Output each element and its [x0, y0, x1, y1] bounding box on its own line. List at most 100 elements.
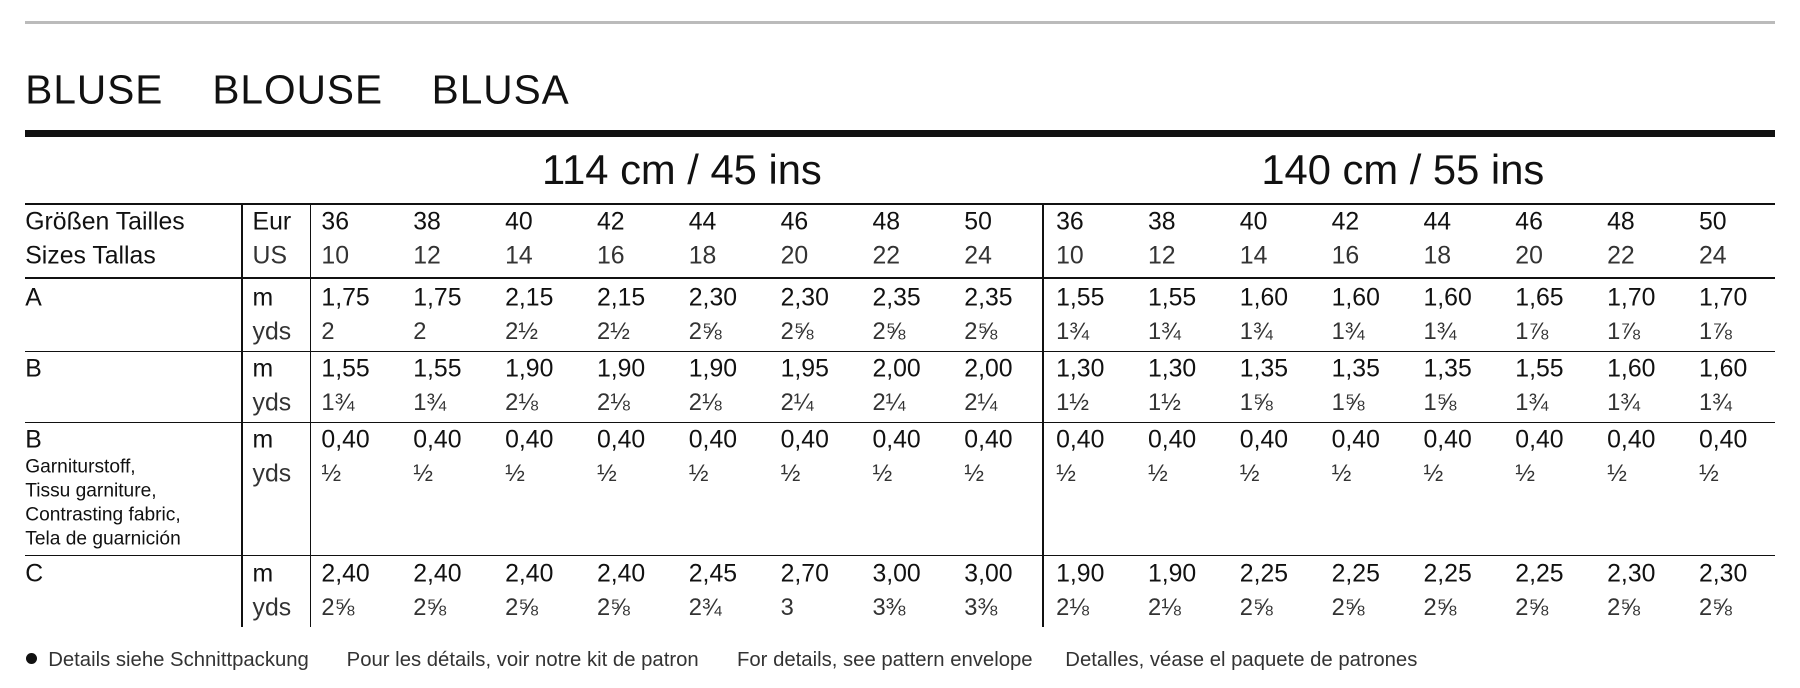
imperial-value: 2	[413, 318, 427, 345]
eur-size: 48	[1607, 208, 1635, 236]
eur-size: 46	[1515, 208, 1543, 236]
metric-value: 0,40	[1607, 426, 1656, 454]
imperial-value: 2⅝	[505, 595, 539, 622]
imperial-value: 1⅞	[1698, 318, 1732, 345]
metric-value: 1,60	[1331, 284, 1380, 312]
metric-value: 2,40	[596, 560, 646, 588]
eur-size: 50	[1698, 208, 1727, 236]
imperial-value: 2⅝	[964, 318, 998, 345]
title-word: BLUSE	[25, 66, 164, 113]
eur-size: 40	[505, 208, 533, 236]
imperial-value: ½	[321, 460, 342, 487]
metric-value: 0,40	[413, 426, 462, 454]
imperial-value: 1¾	[1056, 318, 1090, 345]
metric-value: 1,30	[1147, 355, 1197, 383]
eur-size: 42	[1331, 208, 1360, 236]
imperial-value: ½	[964, 460, 985, 487]
unit: yds	[252, 318, 292, 346]
imperial-value: ½	[1698, 460, 1719, 487]
metric-value: 2,30	[780, 284, 829, 312]
us-size: 18	[688, 242, 717, 270]
row-rule	[25, 554, 1775, 557]
fabric-width: 114 cm / 45 ins	[541, 146, 822, 194]
metric-value: 1,90	[505, 355, 554, 383]
metric-value: 0,40	[321, 426, 370, 454]
eur-size: 40	[1239, 208, 1268, 236]
column-rule	[241, 203, 243, 628]
us-size: 12	[1147, 242, 1176, 270]
eur-size: 44	[688, 208, 717, 236]
imperial-value: ½	[1515, 460, 1536, 487]
metric-value: 2,25	[1515, 560, 1564, 588]
metric-value: 2,25	[1331, 560, 1380, 588]
imperial-value: 2⅝	[780, 318, 814, 345]
imperial-value: 2⅝	[596, 595, 630, 622]
unit: yds	[252, 460, 292, 488]
metric-value: 1,60	[1698, 355, 1748, 383]
eur-size: 44	[1423, 208, 1452, 236]
unit: m	[252, 426, 274, 454]
imperial-value: 2⅛	[596, 389, 630, 416]
view-note: Contrasting fabric,	[25, 504, 181, 526]
imperial-value: 1¾	[1239, 318, 1273, 345]
metric-value: 0,40	[872, 426, 921, 454]
imperial-value: 1¾	[1607, 389, 1641, 416]
us-size: 18	[1423, 242, 1452, 270]
imperial-value: 2⅝	[872, 318, 906, 345]
imperial-value: 2¾	[688, 595, 722, 622]
unit: m	[252, 560, 274, 588]
metric-value: 2,35	[964, 284, 1013, 312]
imperial-value: 2⅝	[1607, 595, 1641, 622]
unit: yds	[252, 594, 292, 622]
imperial-value: ½	[1423, 460, 1444, 487]
imperial-value: 1¾	[1423, 318, 1457, 345]
metric-value: 0,40	[1515, 426, 1564, 454]
us-size: 22	[872, 242, 901, 270]
unit: m	[252, 355, 274, 383]
imperial-value: 2	[321, 318, 335, 345]
view-note: Tissu garniture,	[25, 480, 157, 502]
metric-value: 2,30	[688, 284, 738, 312]
us-size: 10	[1056, 242, 1084, 270]
imperial-value: 2⅛	[688, 389, 722, 416]
metric-value: 1,90	[596, 355, 646, 383]
metric-value: 0,40	[964, 426, 1013, 454]
imperial-value: 1¾	[1515, 389, 1549, 416]
eur-size: 48	[872, 208, 901, 236]
eur-size: 38	[413, 208, 441, 236]
imperial-value: 1⅝	[1423, 389, 1457, 416]
metric-value: 1,55	[413, 355, 462, 383]
imperial-value: 1¾	[1698, 389, 1732, 416]
metric-value: 1,75	[321, 284, 370, 312]
metric-value: 1,90	[1147, 560, 1197, 588]
title-word: BLOUSE	[212, 66, 384, 113]
metric-value: 2,00	[872, 355, 921, 383]
eur-size: 50	[964, 208, 992, 236]
view-label: A	[25, 284, 42, 312]
title-word: BLUSA	[431, 66, 570, 113]
imperial-value: 2⅝	[1331, 595, 1365, 622]
us-size: 20	[780, 242, 809, 270]
imperial-value: 2⅝	[413, 595, 447, 622]
unit: m	[252, 284, 274, 312]
imperial-value: 2⅝	[1239, 595, 1273, 622]
metric-value: 1,55	[1515, 355, 1564, 383]
us-size: 24	[964, 242, 992, 270]
metric-value: 1,60	[1423, 284, 1472, 312]
metric-value: 2,30	[1607, 560, 1656, 588]
metric-value: 3,00	[964, 560, 1013, 588]
us-size: 14	[505, 242, 533, 270]
size-unit: Eur	[252, 208, 292, 236]
us-size: 16	[596, 242, 625, 270]
imperial-value: ½	[1331, 460, 1352, 487]
eur-size: 36	[321, 208, 350, 236]
imperial-value: ½	[1147, 460, 1168, 487]
metric-value: 2,40	[413, 560, 462, 588]
metric-value: 1,55	[1056, 284, 1105, 312]
metric-value: 1,55	[1147, 284, 1197, 312]
metric-value: 1,65	[1515, 284, 1564, 312]
metric-value: 1,60	[1607, 355, 1656, 383]
metric-value: 2,45	[688, 560, 738, 588]
imperial-value: ½	[596, 460, 617, 487]
footer-note: Detalles, véase el paquete de patrones	[1065, 648, 1418, 671]
